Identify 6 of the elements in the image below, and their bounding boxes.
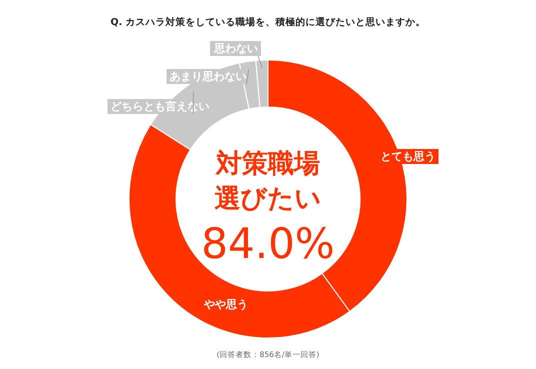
text: 対策職場	[215, 149, 320, 179]
slice-label: とても思う	[380, 150, 436, 163]
text: 84.0%	[201, 219, 335, 268]
chart-title: Q. カスハラ対策をしている職場を、積極的に選びたいと思いますか。	[110, 16, 426, 28]
slice-label: やや思う	[203, 298, 248, 311]
text: 選びたい	[214, 184, 322, 214]
